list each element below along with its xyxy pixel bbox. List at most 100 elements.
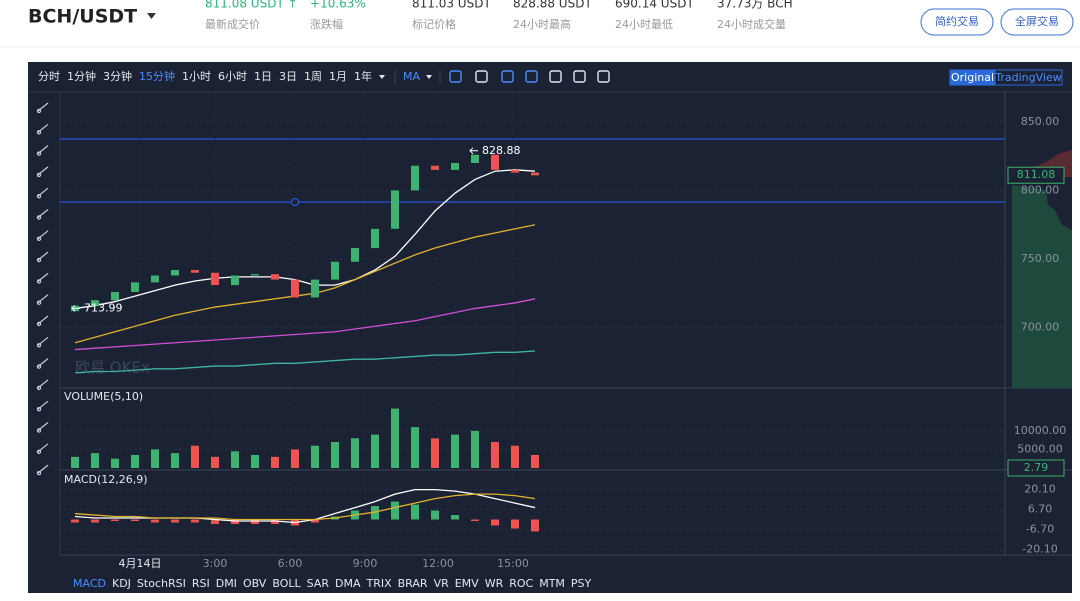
button[interactable] xyxy=(1000,8,1074,36)
tool-icon[interactable] xyxy=(36,343,42,348)
dropdown-icon[interactable] xyxy=(426,75,433,79)
tool-icon[interactable] xyxy=(36,236,42,241)
tool-icon[interactable] xyxy=(36,300,42,305)
indicator-tab[interactable]: EMV xyxy=(455,577,479,590)
interval[interactable]: 1分钟 xyxy=(67,69,96,83)
pane-title: VOLUME(5,10) xyxy=(64,390,143,403)
y-tick-label: 750.00 xyxy=(1021,252,1060,265)
candle xyxy=(391,190,399,229)
tool-icon[interactable] xyxy=(36,151,42,156)
stat-value: 828.88 USDT xyxy=(513,0,592,11)
macd-bar xyxy=(531,519,539,532)
indicator-tab[interactable]: OBV xyxy=(243,577,267,590)
indicator-tab[interactable]: DMI xyxy=(216,577,237,590)
y-tick-label: 5000.00 xyxy=(1017,442,1063,455)
candle xyxy=(91,300,99,306)
ma-line xyxy=(74,493,536,521)
candle xyxy=(471,154,479,163)
indicator-tab[interactable]: KDJ xyxy=(112,577,131,590)
interval[interactable]: 3日 xyxy=(279,70,297,83)
candle xyxy=(311,279,319,298)
drawn-handle[interactable] xyxy=(291,198,299,206)
volume-bar xyxy=(111,458,119,468)
macd-bar xyxy=(271,519,279,525)
indicator-tab[interactable]: SAR xyxy=(307,577,330,590)
volume-bar xyxy=(451,434,459,468)
volume-bar xyxy=(91,453,99,468)
toolbar-icon[interactable] xyxy=(597,70,610,83)
indicator-tab[interactable]: ROC xyxy=(509,577,533,590)
y-tick-label: 700.00 xyxy=(1021,321,1060,334)
y-tick-label: -6.70 xyxy=(1026,523,1054,536)
indicator-tab[interactable]: MTM xyxy=(539,577,565,590)
tool-icon[interactable] xyxy=(36,257,42,263)
candle xyxy=(131,282,139,292)
y-tick-label: -20.10 xyxy=(1022,543,1057,556)
tool-icon[interactable] xyxy=(36,449,42,454)
interval[interactable]: 3分钟 xyxy=(103,69,132,83)
dropdown-icon[interactable] xyxy=(147,13,156,19)
volume-bar xyxy=(271,456,279,468)
dropdown-icon[interactable] xyxy=(379,75,385,79)
time-label: 4月14日 xyxy=(119,557,162,570)
tool-icon[interactable] xyxy=(36,279,42,284)
macd-bar xyxy=(91,519,99,523)
tool-icon[interactable] xyxy=(36,407,42,412)
macd-bar xyxy=(431,510,439,520)
indicator-tab[interactable]: TRIX xyxy=(365,577,392,590)
indicator-tab[interactable]: DMA xyxy=(335,577,361,590)
button[interactable] xyxy=(920,8,994,36)
indicator-tab[interactable]: StochRSI xyxy=(137,577,186,590)
tool-icon[interactable] xyxy=(36,193,42,199)
toolbar-icon[interactable] xyxy=(501,70,514,83)
pane-title: MACD(12,26,9) xyxy=(64,473,148,486)
time-label: 12:00 xyxy=(422,557,454,570)
indicator-tab[interactable]: VR xyxy=(434,577,450,590)
indicator-tab[interactable]: BOLL xyxy=(272,577,301,590)
tool-icon[interactable] xyxy=(36,321,42,327)
tool-icon[interactable] xyxy=(36,215,42,220)
tool-icon[interactable] xyxy=(36,172,42,178)
tool-icon[interactable] xyxy=(36,470,42,476)
toolbar-icon[interactable] xyxy=(549,70,562,83)
tool-icon[interactable] xyxy=(36,385,42,391)
toolbar-icon[interactable] xyxy=(449,70,462,83)
button-label[interactable]: 简约交易 xyxy=(935,14,979,28)
interval[interactable]: 15分钟 xyxy=(139,69,175,83)
toolbar-icon[interactable] xyxy=(525,70,538,83)
depth-bid xyxy=(1012,185,1072,388)
toolbar-icon[interactable] xyxy=(573,70,586,83)
tool-icon[interactable] xyxy=(36,364,42,369)
button-label[interactable]: 全屏交易 xyxy=(1015,14,1059,28)
volume-bar xyxy=(171,453,179,468)
macd-bar xyxy=(511,519,519,529)
candle xyxy=(211,272,219,286)
y-tick-label: 10000.00 xyxy=(1014,424,1067,437)
interval[interactable]: 1日 xyxy=(254,70,272,83)
interval[interactable]: 分时 xyxy=(38,70,60,83)
interval[interactable]: 1月 xyxy=(329,70,347,83)
mode-label[interactable]: TradingView xyxy=(994,71,1061,84)
price-annotation: 828.88 xyxy=(482,144,521,157)
volume-bar xyxy=(291,449,299,468)
mode-tab[interactable] xyxy=(994,69,1063,86)
indicator-tab[interactable]: WR xyxy=(485,577,504,590)
tool-icon[interactable] xyxy=(36,108,42,114)
volume-bar xyxy=(491,442,499,468)
mode-label[interactable]: Original xyxy=(951,71,994,84)
tool-icon[interactable] xyxy=(36,130,42,135)
stat-value: 37.73万 BCH xyxy=(717,0,793,11)
interval[interactable]: 1小时 xyxy=(182,70,211,83)
indicator-tab[interactable]: MACD xyxy=(73,577,106,590)
indicator-tab[interactable]: PSY xyxy=(571,577,592,590)
interval[interactable]: 6小时 xyxy=(218,70,247,83)
interval[interactable]: 1周 xyxy=(304,70,322,83)
tool-icon[interactable] xyxy=(36,428,42,433)
indicator-tab[interactable]: RSI xyxy=(192,577,210,590)
volume-bar xyxy=(431,438,439,468)
indicator[interactable]: MA xyxy=(403,70,420,83)
toolbar-icon[interactable] xyxy=(475,70,488,83)
indicator-tab[interactable]: BRAR xyxy=(398,577,428,590)
interval[interactable]: 1年 xyxy=(354,69,372,83)
